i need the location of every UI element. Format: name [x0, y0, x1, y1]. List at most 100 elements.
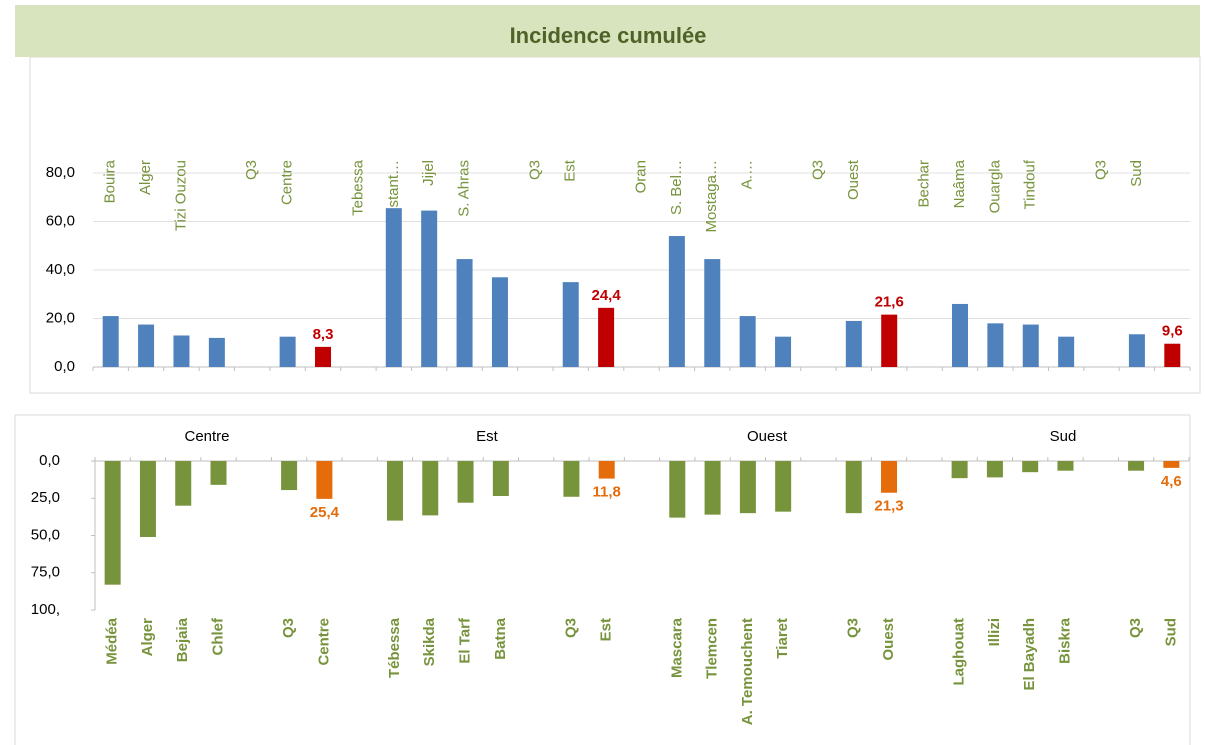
data-label: 8,3 [313, 326, 334, 343]
x-tick-label: Ouargla [986, 159, 1003, 213]
bar [315, 346, 332, 367]
bar [385, 208, 402, 367]
bar [704, 461, 721, 515]
bar [775, 336, 792, 367]
bar [210, 461, 227, 485]
x-tick-label: Alger [137, 160, 154, 195]
x-tick-label: Q3 [845, 618, 862, 638]
bar [138, 324, 155, 367]
bar [492, 461, 509, 497]
group-label: Est [476, 428, 499, 445]
group-label: Sud [1050, 428, 1077, 445]
bar [279, 336, 296, 367]
bottom-frame [14, 414, 1191, 745]
bar [422, 461, 439, 516]
x-tick-label: Bechar [916, 160, 933, 208]
x-tick-label: Oran [632, 160, 649, 193]
data-label: 21,6 [875, 294, 904, 311]
x-tick-label: Mostaga… [703, 160, 720, 233]
bar [563, 461, 580, 497]
x-tick-label: A. Temouchent [739, 618, 756, 725]
x-tick-label: Médéa [104, 617, 121, 664]
group-label: Centre [184, 428, 229, 445]
bar [986, 461, 1003, 478]
x-tick-label: Tizi Ouzou [172, 160, 189, 231]
bar [739, 316, 756, 367]
x-tick-label: Illizi [986, 618, 1003, 646]
bar [668, 236, 685, 367]
x-tick-label: Naâma [951, 159, 968, 208]
bar [208, 337, 225, 367]
x-tick-label: Centre [315, 618, 332, 666]
bar [281, 461, 298, 491]
x-tick-label: Bejaia [174, 617, 191, 662]
bar [562, 282, 579, 367]
y-tick-label: 25,0 [31, 489, 60, 506]
x-tick-label: Centre [279, 160, 296, 205]
data-label: 11,8 [593, 484, 621, 501]
top-frame [29, 56, 1201, 394]
bar [704, 259, 721, 367]
bar [1128, 334, 1145, 367]
bar [457, 461, 474, 503]
x-tick-label: Est [562, 159, 579, 182]
bar [421, 210, 438, 367]
x-tick-label: Tindouf [1022, 159, 1039, 209]
x-tick-label: Q3 [280, 618, 297, 638]
bar [1022, 461, 1039, 473]
bar [1057, 461, 1074, 471]
y-tick-label: 100, [31, 601, 60, 618]
bar [491, 277, 508, 367]
bar [598, 307, 615, 367]
bar [951, 461, 968, 479]
bar [456, 259, 473, 367]
bar [173, 335, 190, 367]
y-tick-label: 20,0 [46, 309, 75, 326]
bar [598, 461, 615, 479]
bar [104, 461, 121, 585]
x-tick-label: Skikda [421, 617, 438, 666]
y-tick-label: 0,0 [54, 358, 75, 375]
x-tick-label: A.… [739, 160, 756, 189]
x-tick-label: Tébessa [386, 617, 403, 678]
data-label: 24,4 [592, 287, 622, 304]
x-tick-label: El Bayadh [1021, 618, 1038, 691]
bar [1022, 324, 1039, 367]
x-tick-label: S. Bel… [668, 160, 685, 215]
x-tick-label: Batna [492, 617, 509, 659]
bar [775, 461, 792, 512]
data-label: 21,3 [874, 498, 903, 515]
x-tick-label: Q3 [1127, 618, 1144, 638]
x-tick-label: Ouest [880, 618, 897, 661]
x-tick-label: Sud [1128, 160, 1145, 187]
bar [1128, 461, 1145, 471]
bar [845, 320, 862, 367]
x-tick-label: Biskra [1056, 617, 1073, 664]
bar [316, 461, 333, 499]
bar [386, 461, 403, 521]
data-label: 4,6 [1161, 473, 1182, 490]
data-label: 25,4 [310, 504, 340, 521]
group-label: Ouest [747, 428, 788, 445]
bar [102, 316, 119, 367]
x-tick-label: Q3 [562, 618, 579, 638]
x-tick-label: Q3 [526, 160, 543, 180]
bar [951, 303, 968, 367]
bar [987, 323, 1004, 367]
x-tick-label: Laghouat [951, 618, 968, 686]
y-tick-label: 75,0 [31, 564, 60, 581]
x-tick-label: Bouira [102, 159, 119, 203]
bar [881, 314, 898, 367]
bar [1164, 343, 1181, 367]
data-label: 9,6 [1162, 323, 1183, 340]
x-tick-label: El Tarf [457, 617, 474, 664]
x-tick-label: Q3 [243, 160, 260, 180]
y-tick-label: 40,0 [46, 261, 75, 278]
bar [845, 461, 862, 514]
x-tick-label: Sud [1162, 618, 1179, 646]
y-tick-label: 50,0 [31, 526, 60, 543]
x-tick-label: Jijel [420, 160, 437, 186]
x-tick-label: Q3 [1093, 160, 1110, 180]
